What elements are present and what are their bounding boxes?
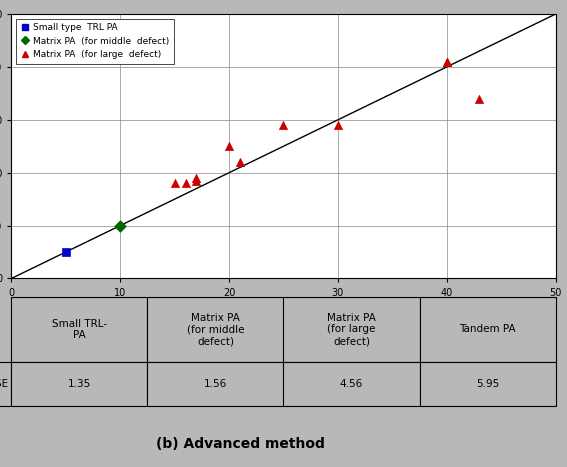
Point [279,121,288,129]
Point [192,174,201,182]
Point [442,58,451,65]
X-axis label: Actual depth (mm): Actual depth (mm) [231,303,336,313]
Point [333,121,342,129]
Legend: Small type  TRL PA, Matrix PA  (for middle  defect), Matrix PA  (for large  defe: Small type TRL PA, Matrix PA (for middle… [16,19,174,64]
Point [225,142,234,150]
Point [235,158,244,166]
Point [475,95,484,102]
Point [442,58,451,65]
Point [192,177,201,184]
Text: (b) Advanced method: (b) Advanced method [155,437,324,451]
Point [181,179,190,187]
Point [170,179,179,187]
Point [116,222,125,229]
Point [61,248,70,256]
